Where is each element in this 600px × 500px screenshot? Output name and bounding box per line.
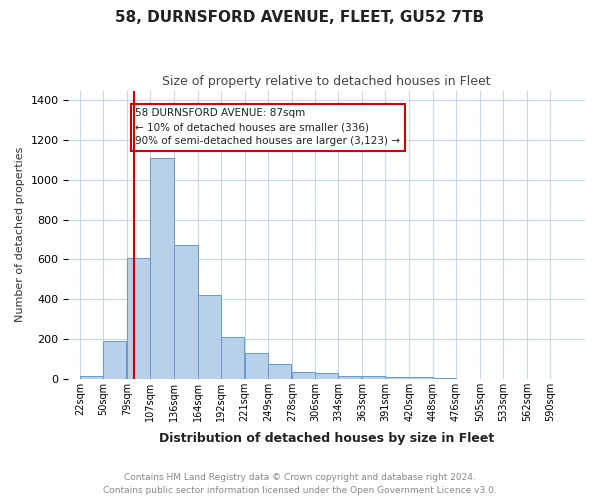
Text: 58 DURNSFORD AVENUE: 87sqm
← 10% of detached houses are smaller (336)
90% of sem: 58 DURNSFORD AVENUE: 87sqm ← 10% of deta… [136,108,400,146]
Bar [385,377,409,378]
Title: Size of property relative to detached houses in Fleet: Size of property relative to detached ho… [163,75,491,88]
Bar [409,376,433,378]
Bar [315,373,338,378]
Bar [103,341,127,378]
Bar [127,258,151,378]
Text: 58, DURNSFORD AVENUE, FLEET, GU52 7TB: 58, DURNSFORD AVENUE, FLEET, GU52 7TB [115,10,485,25]
Y-axis label: Number of detached properties: Number of detached properties [15,147,25,322]
Bar [268,364,291,378]
Bar [292,372,315,378]
Bar [151,158,173,378]
X-axis label: Distribution of detached houses by size in Fleet: Distribution of detached houses by size … [159,432,494,445]
Text: Contains HM Land Registry data © Crown copyright and database right 2024.
Contai: Contains HM Land Registry data © Crown c… [103,474,497,495]
Bar [362,376,385,378]
Bar [197,296,221,378]
Bar [80,376,103,378]
Bar [221,337,244,378]
Bar [245,353,268,378]
Bar [175,244,197,378]
Bar [338,376,361,378]
